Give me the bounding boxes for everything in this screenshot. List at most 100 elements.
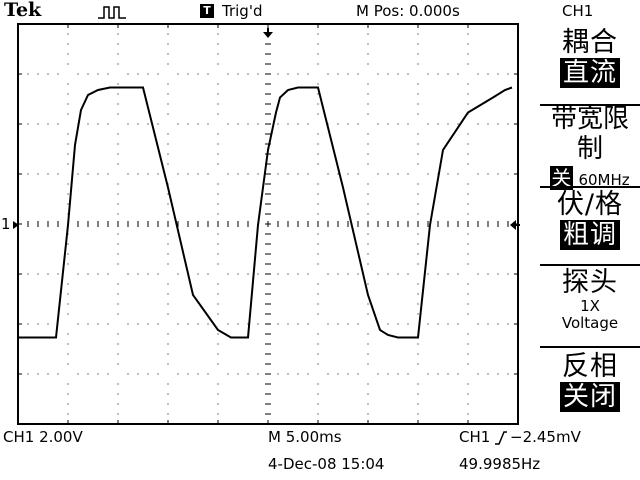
graticule-mark [167,303,169,305]
graticule-mark [117,263,119,265]
graticule-mark [317,303,319,305]
ch1-ground-marker-label: 1 [1,215,11,233]
graticule-mark [117,293,119,295]
graticule-mark [227,273,229,275]
probe-menu-item[interactable]: 探头 1X Voltage [540,268,640,332]
graticule-mark [147,123,149,125]
graticule-mark [347,123,349,125]
graticule-mark [437,123,439,125]
graticule-mark [317,283,319,285]
bandwidth-title: 带宽限制 [550,104,629,164]
graticule-mark [367,153,369,155]
graticule-mark [167,363,169,365]
graticule-mark [367,83,369,85]
graticule-mark [467,103,469,105]
graticule-mark [167,393,169,395]
graticule-mark [167,83,169,85]
graticule-mark [317,353,319,355]
graticule-mark [417,303,419,305]
frequency-readout: 49.9985Hz [459,455,541,473]
graticule-mark [177,73,179,75]
graticule-mark [467,163,469,165]
graticule-mark [367,143,369,145]
graticule-mark [417,163,419,165]
graticule-mark [147,273,149,275]
menu-channel-title: CH1 [562,2,594,20]
graticule-mark [117,143,119,145]
graticule-mark [117,243,119,245]
graticule-mark [507,73,509,75]
graticule-mark [107,73,109,75]
graticule-mark [167,53,169,55]
graticule-mark [117,233,119,235]
graticule-mark [337,323,339,325]
graticule-mark [217,363,219,365]
graticule-mark [507,273,509,275]
graticule-mark [387,323,389,325]
graticule-mark [277,373,279,375]
graticule-mark [207,73,209,75]
graticule-mark [357,373,359,375]
volts-div-menu-item[interactable]: 伏/格 粗调 [540,190,640,250]
graticule-mark [367,213,369,215]
graticule-mark [117,313,119,315]
graticule-mark [47,173,49,175]
graticule-mark [507,173,509,175]
graticule-mark [397,273,399,275]
graticule-mark [77,273,79,275]
graticule-mark [167,33,169,35]
graticule-mark [217,403,219,405]
graticule-mark [317,293,319,295]
graticule-mark [217,63,219,65]
graticule-mark [387,123,389,125]
graticule-mark [37,273,39,275]
graticule-mark [47,73,49,75]
graticule-mark [27,373,29,375]
graticule-mark [237,273,239,275]
graticule-mark [147,73,149,75]
graticule-mark [47,373,49,375]
graticule-mark [417,293,419,295]
graticule-mark [277,273,279,275]
graticule-mark [367,313,369,315]
graticule-mark [317,133,319,135]
graticule-mark [177,173,179,175]
graticule-mark [317,203,319,205]
graticule-mark [367,113,369,115]
graticule [17,23,519,425]
graticule-mark [397,123,399,125]
graticule-mark [317,243,319,245]
graticule-mark [167,93,169,95]
graticule-mark [477,123,479,125]
graticule-mark [307,323,309,325]
graticule-mark [317,143,319,145]
graticule-mark [167,103,169,105]
graticule-mark [117,153,119,155]
graticule-mark [317,393,319,395]
graticule-mark [417,183,419,185]
invert-menu-item[interactable]: 反相 关闭 [540,352,640,412]
graticule-mark [417,233,419,235]
graticule-mark [447,173,449,175]
graticule-mark [457,273,459,275]
graticule-mark [417,153,419,155]
coupling-menu-item[interactable]: 耦合 直流 [540,28,640,88]
graticule-mark [317,263,319,265]
graticule-mark [487,123,489,125]
graticule-mark [337,173,339,175]
graticule-mark [497,273,499,275]
graticule-mark [27,123,29,125]
graticule-mark [67,63,69,65]
graticule-mark [347,73,349,75]
invert-title: 反相 [562,351,618,382]
graticule-mark [427,173,429,175]
graticule-mark [367,283,369,285]
bandwidth-value-text: 60MHz [578,171,630,189]
graticule-mark [497,323,499,325]
bandwidth-menu-item[interactable]: 带宽限制 关 60MHz [540,104,640,190]
graticule-mark [217,283,219,285]
graticule-mark [437,323,439,325]
graticule-mark [67,43,69,45]
graticule-mark [337,123,339,125]
graticule-mark [87,73,89,75]
